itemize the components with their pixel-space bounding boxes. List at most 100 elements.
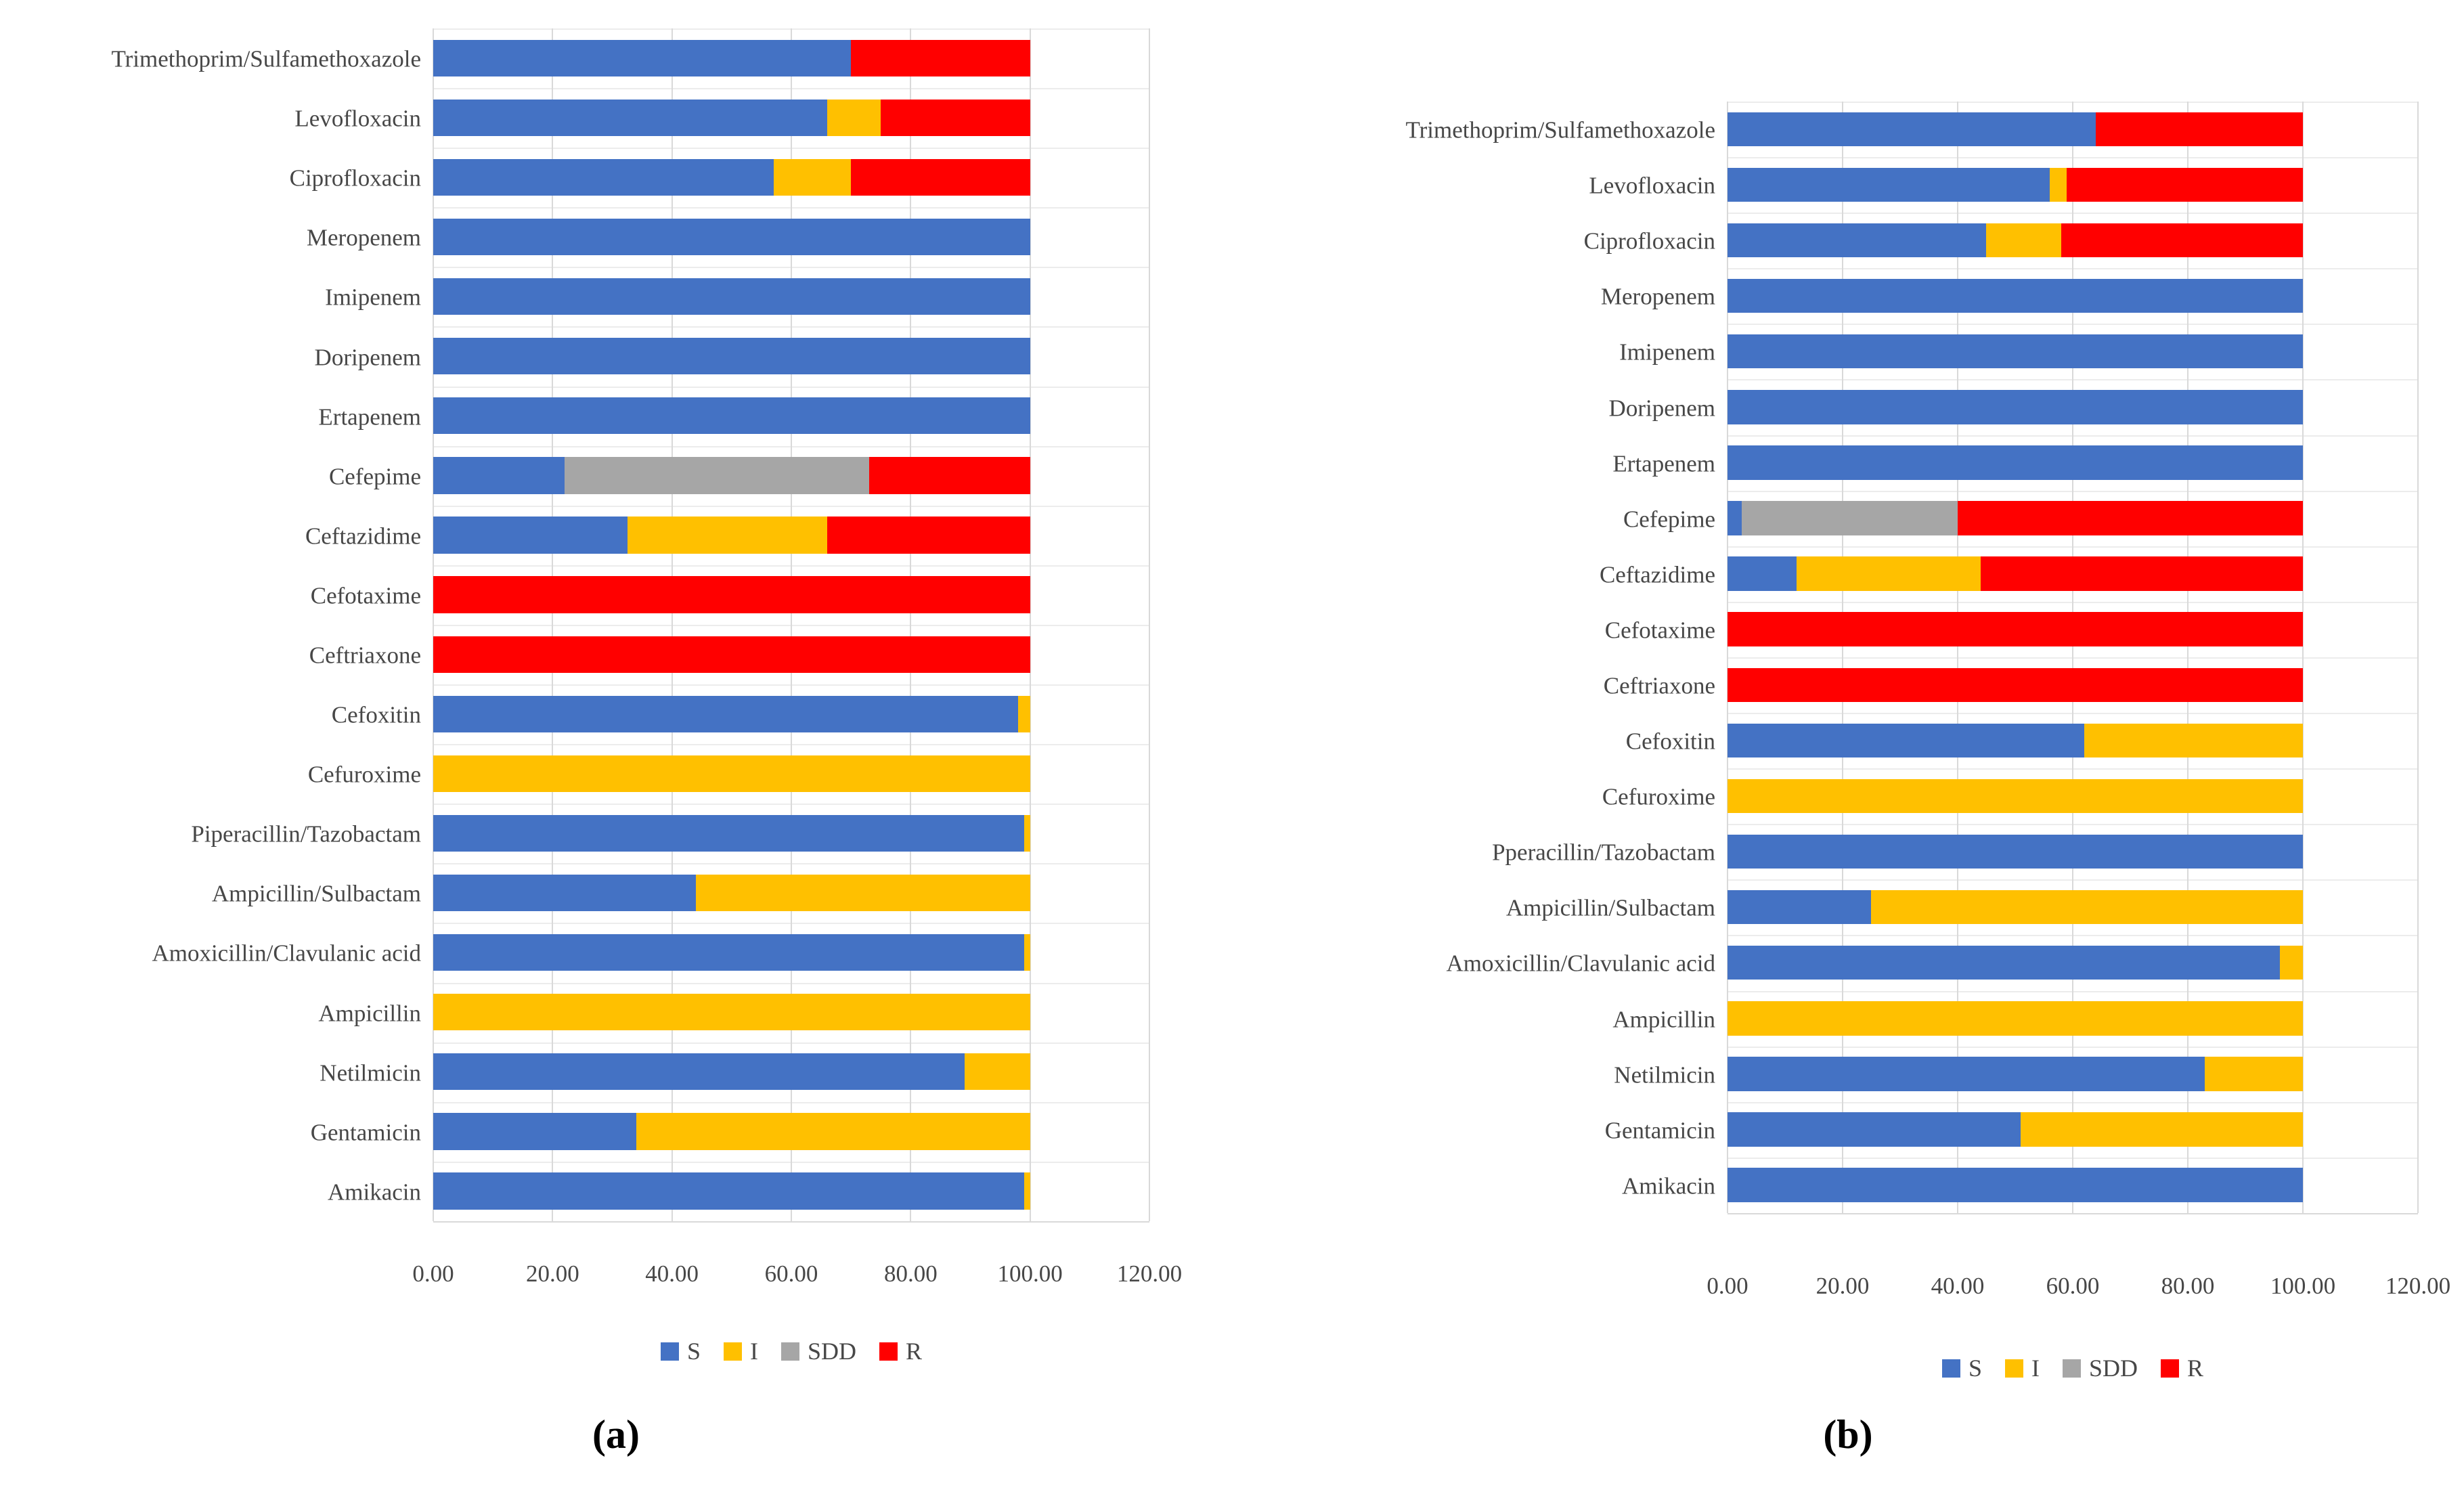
stacked-bar [1728,1057,2303,1091]
bar-segment-s [433,218,1030,256]
legend-swatch-s [660,1342,679,1361]
category-label: Amoxicillin/Clavulanic acid [1446,950,1715,977]
category-label: Cefuroxime [1602,783,1715,810]
gridline [1029,28,1031,1221]
category-label: Piperacillin/Tazobactam [191,820,421,848]
bar-segment-i [773,158,852,196]
bar-segment-r [433,636,1030,673]
gridline [433,28,434,1221]
category-label: Ampicillin [318,1000,421,1027]
category-label: Netilmicin [320,1059,421,1086]
category-row: Cefotaxime [1605,601,2418,657]
stacked-bar [1728,1001,2303,1036]
bar-segment-s [433,338,1030,375]
bar-segment-s [433,874,696,912]
legend-swatch-sdd [2062,1359,2081,1378]
legend-swatch-i [723,1342,742,1361]
bar-segment-s [1728,889,1872,925]
legend-swatch-i [2004,1359,2023,1378]
bar-segment-r [827,517,1030,554]
category-row: Ceftriaxone [1604,657,2418,713]
x-axis-tick-label: 0.00 [412,1260,454,1287]
bar-segment-i [1871,889,2303,925]
category-row: Amikacin [328,1161,1149,1221]
stacked-bar [1728,834,2303,869]
bar-segment-s [1728,112,2096,147]
category-label: Pperacillin/Tazobactam [1492,839,1715,866]
bar-segment-i [1728,1001,2303,1036]
stacked-bar [433,39,1030,76]
category-label: Amikacin [327,1179,421,1206]
category-row: Pperacillin/Tazobactam [1492,824,2418,879]
bar-segment-s [433,39,852,76]
bar-segment-i [2049,167,2067,202]
stacked-bar [1728,223,2303,258]
bar-segment-i [627,517,827,554]
x-axis-tick-label: 100.00 [2270,1273,2336,1299]
category-label: Ceftriaxone [309,642,421,669]
stacked-bar [433,1172,1030,1210]
bar-segment-i [2021,1112,2303,1147]
bar-segment-r [851,158,1030,196]
legend-item-r: R [879,1337,922,1365]
bar-segment-r [433,576,1030,613]
stacked-bar [1728,556,2303,591]
bar-segment-r [1728,667,2303,702]
bar-segment-s [1728,834,2303,869]
bar-segment-i [2205,1057,2303,1091]
bar-segment-i [636,1113,1030,1150]
stacked-bar [433,338,1030,375]
stacked-bar [1728,723,2303,758]
category-label: Cefoxitin [331,701,421,728]
gridline [2417,102,2419,1213]
stacked-bar [433,278,1030,315]
category-label: Ceftazidime [305,523,421,550]
category-label: Levofloxacin [1589,172,1715,199]
category-label: Cefepime [328,463,421,490]
bar-segment-i [1024,934,1030,971]
gridline [2186,102,2188,1213]
bar-segment-i [2279,946,2303,980]
bar-segment-r [1728,612,2303,646]
bar-segment-s [1728,723,2084,758]
stacked-bar [1728,612,2303,646]
category-label: Doripenem [314,344,421,371]
x-axis-tick-label: 40.00 [645,1260,699,1287]
stacked-bar [1728,778,2303,814]
category-label: Ceftriaxone [1603,672,1715,699]
stacked-bar [1728,390,2303,424]
bar-segment-r [2061,223,2303,258]
category-row: Gentamicin [1605,1101,2418,1158]
stacked-bar [433,695,1030,732]
legend-label: SDD [807,1338,857,1365]
legend-swatch-r [879,1342,898,1361]
stacked-bar [1728,334,2303,369]
bar-segment-i [1986,223,2061,258]
bar-segment-i [2084,723,2303,758]
legend: S I SDD R [1728,1354,2418,1382]
category-row: Ampicillin/Sulbactam [212,863,1149,923]
stacked-bar [1728,1168,2303,1202]
category-row: Cefuroxime [308,744,1149,804]
bar-segment-r [2095,112,2303,147]
stacked-bar [433,457,1030,494]
stacked-bar [1728,1112,2303,1147]
x-axis-tick-label: 40.00 [1931,1273,1985,1299]
stacked-bar [433,755,1030,792]
category-label: Cefotaxime [310,582,421,609]
category-label: Gentamicin [1604,1117,1715,1144]
bar-segment-s [1728,390,2303,424]
x-axis: 0.00 20.00 40.00 60.00 80.00 100.00 120.00 [1707,1273,2450,1300]
bar-segment-r [868,457,1030,494]
bar-segment-s [1728,1057,2205,1091]
stacked-bar [1728,501,2303,535]
bar-segment-r [881,99,1030,136]
stacked-bar [433,158,1030,196]
bar-segment-i [1728,778,2303,814]
gridline [1841,102,1843,1213]
category-label: Gentamicin [310,1119,421,1146]
category-row: Ertapenem [318,386,1149,446]
category-label: Cefotaxime [1604,617,1715,644]
legend-label: I [2031,1355,2040,1382]
category-label: Cefepime [1623,506,1715,533]
